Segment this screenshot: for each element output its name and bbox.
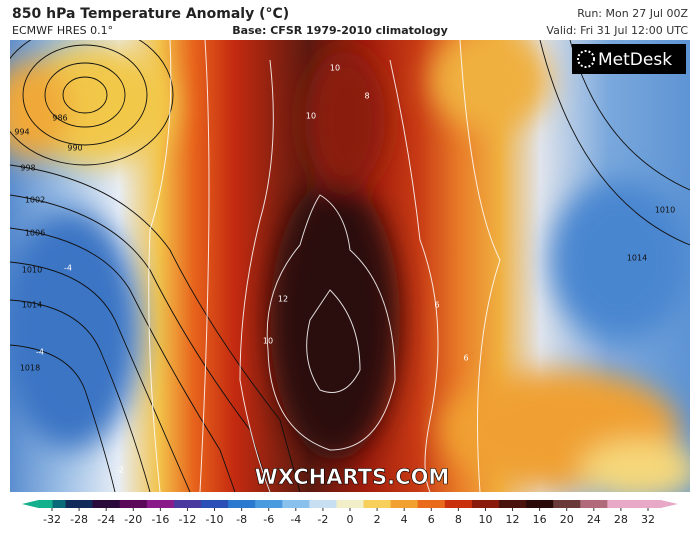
isobars — [10, 40, 690, 492]
isobar-label: 990 — [67, 144, 82, 153]
colorbar-segment — [146, 500, 175, 508]
colorbar-segment — [363, 500, 392, 508]
valid: Valid: Fri 31 Jul 12:00 UTC — [546, 24, 688, 37]
colorbar-label: 20 — [560, 513, 574, 526]
colorbar-segment — [580, 500, 608, 508]
colorbar-label: -10 — [206, 513, 224, 526]
anomaly-label: 10 — [263, 337, 273, 346]
colorbar-segment — [65, 500, 94, 508]
colorbar-segment — [336, 500, 365, 508]
colorbar-segment — [92, 500, 121, 508]
colorbar-label: 6 — [428, 513, 435, 526]
logo-box — [572, 44, 686, 74]
isobar-label: 994 — [14, 128, 29, 137]
map — [10, 40, 690, 492]
anomaly-label: 6 — [463, 354, 468, 363]
colorbar-label: -28 — [70, 513, 88, 526]
anomaly-contours — [148, 40, 501, 492]
colorbar-label: 10 — [478, 513, 492, 526]
colorbar-segment — [390, 500, 419, 508]
isobar-label: 986 — [52, 114, 67, 123]
isobar-label: 998 — [20, 164, 35, 173]
colorbar-label: -12 — [178, 513, 196, 526]
base: Base: CFSR 1979-2010 climatology — [232, 24, 448, 37]
logo-icon — [577, 50, 595, 68]
colorbar-segment — [471, 500, 500, 508]
colorbar-label: -24 — [97, 513, 115, 526]
colorbar-segment — [607, 500, 662, 508]
colorbar-segment — [282, 500, 310, 508]
colorbar-label: -6 — [263, 513, 274, 526]
colorbar-label: 2 — [374, 513, 381, 526]
colorbar-segment — [173, 500, 202, 508]
anomaly-label: -2 — [116, 466, 124, 475]
isobar-label: 1006 — [25, 229, 45, 238]
colorbar-segment — [309, 500, 337, 508]
colorbar-label: 16 — [533, 513, 547, 526]
colorbar-label: 24 — [587, 513, 601, 526]
anomaly-label: 10 — [306, 112, 316, 121]
colorbar-label: -16 — [151, 513, 169, 526]
anomaly-label: -4 — [64, 264, 72, 273]
logo: MetDesk — [598, 50, 672, 70]
colorbar-arrow — [660, 500, 678, 508]
colorbar-label: 4 — [401, 513, 408, 526]
model: ECMWF HRES 0.1° — [12, 24, 113, 37]
colorbar-segment — [201, 500, 229, 508]
isobar-label: 1010 — [22, 266, 42, 275]
colorbar-label: -20 — [124, 513, 142, 526]
colorbar-segment — [38, 500, 53, 508]
anomaly-label: 6 — [434, 301, 439, 310]
anomaly-label: 8 — [364, 92, 369, 101]
isobar-label: 1018 — [20, 364, 40, 373]
colorbar-label: -8 — [236, 513, 247, 526]
colorbar-segment — [255, 500, 283, 508]
colorbar-label: -4 — [290, 513, 301, 526]
isobar-label: 1002 — [25, 196, 45, 205]
title: 850 hPa Temperature Anomaly (°C) — [12, 6, 289, 22]
colorbar-segment — [444, 500, 473, 508]
isobar-label: 1014 — [22, 301, 42, 310]
colorbar-label: -2 — [317, 513, 328, 526]
anomaly-label: 12 — [278, 295, 288, 304]
colorbar: -32 -28 -24 -20 -16 -12 -10 -8 -6 -4 -2 0 2 4 6 8 10 12 16… — [22, 500, 678, 526]
colorbar-label: 28 — [614, 513, 628, 526]
colorbar-label: 12 — [506, 513, 520, 526]
isobar-label: 1014 — [627, 254, 647, 263]
colorbar-arrow — [22, 500, 39, 508]
colorbar-segment — [119, 500, 148, 508]
run: Run: Mon 27 Jul 00Z — [577, 7, 688, 20]
anomaly-label: 10 — [330, 64, 340, 73]
colorbar-label: 8 — [455, 513, 462, 526]
watermark: WXCHARTS.COM — [255, 465, 450, 489]
anomaly-label: -4 — [36, 348, 44, 357]
colorbar-label: 32 — [641, 513, 655, 526]
isobar-label: 1010 — [655, 206, 675, 215]
colorbar-label: -32 — [43, 513, 61, 526]
colorbar-label: 0 — [347, 513, 354, 526]
colorbar-segment — [499, 500, 527, 508]
colorbar-segment — [228, 500, 256, 508]
colorbar-segment — [417, 500, 446, 508]
colorbar-segment — [553, 500, 581, 508]
colorbar-segment — [526, 500, 554, 508]
